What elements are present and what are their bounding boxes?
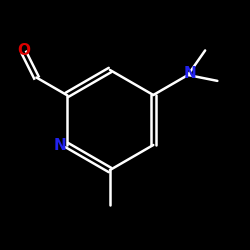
Text: N: N [184, 66, 196, 81]
Text: N: N [53, 138, 66, 152]
Text: O: O [18, 44, 30, 59]
